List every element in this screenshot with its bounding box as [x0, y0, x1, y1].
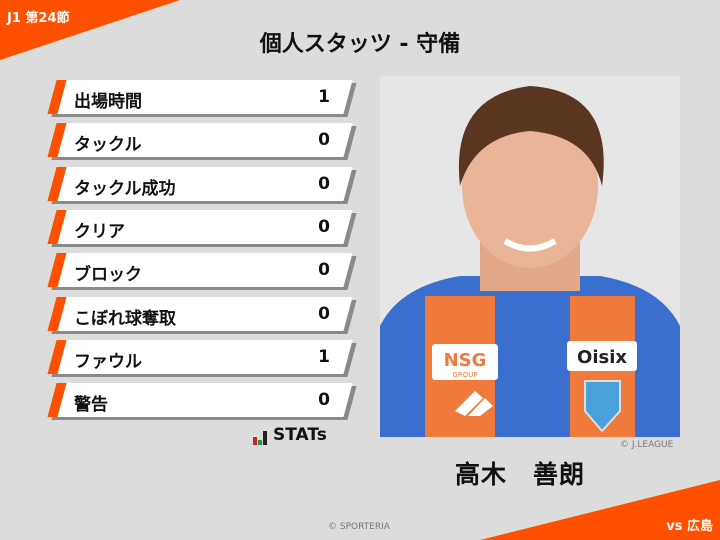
stat-row: クリア 0 — [47, 209, 357, 247]
stat-label: クリア — [74, 221, 125, 242]
stat-row: 警告 0 — [47, 383, 357, 421]
player-photo: NSG GROUP Oisix — [380, 76, 680, 437]
corner-banner-top — [0, 0, 180, 60]
stat-label: ファウル — [74, 351, 142, 372]
stat-value: 1 — [318, 87, 330, 107]
page-title: 個人スタッツ - 守備 — [259, 32, 461, 57]
photo-credit: © J.LEAGUE — [620, 440, 674, 450]
bar-chart-logo-icon — [253, 431, 267, 445]
stat-row: ブロック 0 — [47, 253, 357, 291]
stat-row: 出場時間 1 — [47, 80, 357, 117]
opponent-label: vs 広島 — [666, 519, 713, 534]
sponsor-nsg-sub: GROUP — [452, 371, 477, 379]
stat-row: タックル 0 — [47, 123, 357, 161]
stats-logo-text: STATs — [273, 425, 327, 445]
round-label: J1 第24節 — [7, 11, 70, 26]
stat-value: 0 — [318, 303, 330, 324]
stat-label: 出場時間 — [74, 92, 142, 112]
sponsor-oisix: Oisix — [577, 347, 627, 368]
footer-credit: © SPORTERIA — [328, 522, 390, 532]
stat-value: 0 — [318, 130, 330, 151]
stat-label: タックル成功 — [74, 178, 176, 199]
stat-row: こぼれ球奪取 0 — [47, 296, 357, 334]
corner-banner-bottom — [480, 480, 720, 540]
stat-label: 警告 — [74, 395, 108, 416]
stat-value: 0 — [318, 173, 330, 194]
stat-value: 0 — [318, 216, 330, 237]
stat-label: タックル — [74, 135, 142, 156]
stat-label: ブロック — [74, 265, 142, 286]
sponsor-nsg: NSG — [444, 350, 487, 371]
stats-brand: STATs — [253, 425, 327, 445]
stat-label: こぼれ球奪取 — [74, 308, 176, 329]
stat-value: 0 — [318, 390, 330, 411]
stat-row: タックル成功 0 — [47, 166, 357, 204]
stat-row: ファウル 1 — [47, 339, 357, 377]
stat-value: 1 — [318, 346, 330, 367]
stat-value: 0 — [318, 260, 330, 281]
